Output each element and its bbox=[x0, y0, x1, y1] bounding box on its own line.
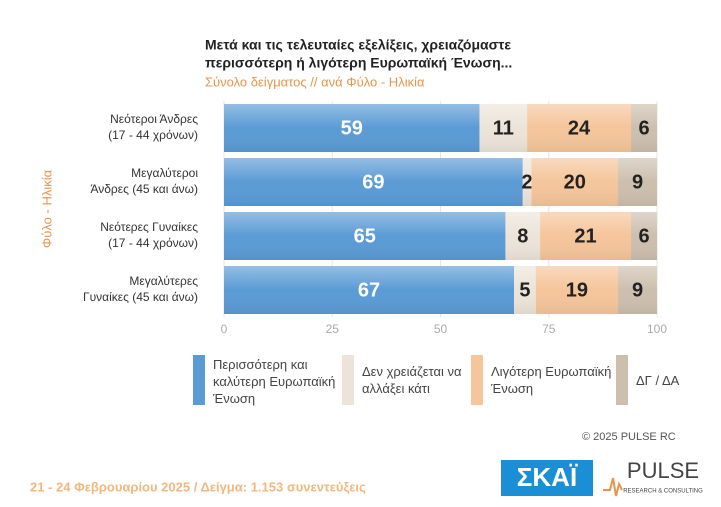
y-tick-label: (17 - 44 χρόνων) bbox=[108, 128, 198, 142]
value-label: 69 bbox=[362, 171, 384, 193]
x-tick-label: 0 bbox=[221, 322, 228, 336]
bar-shade bbox=[631, 212, 657, 260]
pulse-logo-sub: RESEARCH & CONSULTING bbox=[623, 489, 703, 495]
value-label: 24 bbox=[568, 117, 591, 139]
legend-swatch bbox=[616, 355, 628, 405]
bar-shade bbox=[514, 266, 536, 314]
value-label: 9 bbox=[632, 279, 643, 301]
footer: 21 - 24 Φεβρουαρίου 2025 / Δείγμα: 1.153… bbox=[30, 479, 366, 494]
bar-shade bbox=[618, 266, 657, 314]
pulse-logo: PULSE bbox=[627, 458, 699, 483]
bar-shade bbox=[540, 212, 632, 260]
y-tick-label: Νεότερες Γυναίκες bbox=[100, 220, 198, 234]
x-tick-label: 25 bbox=[326, 322, 340, 336]
chart-subtitle: Σύνολο δείγματος // ανά Φύλο - Ηλικία bbox=[205, 74, 425, 89]
x-tick-label: 100 bbox=[647, 322, 667, 336]
value-label: 21 bbox=[574, 225, 596, 247]
value-label: 2 bbox=[522, 171, 533, 193]
pulse-logo-mark bbox=[603, 477, 623, 497]
bar-shade bbox=[531, 158, 619, 206]
bar-shade bbox=[224, 104, 480, 152]
bar-shade bbox=[631, 104, 657, 152]
x-tick-label: 75 bbox=[542, 322, 556, 336]
y-tick-label: Νεότεροι Άνδρες bbox=[110, 112, 198, 126]
value-label: 65 bbox=[354, 225, 376, 247]
value-label: 19 bbox=[566, 279, 588, 301]
bar-shade bbox=[535, 266, 619, 314]
bar-shade bbox=[618, 158, 657, 206]
y-tick-label: Γυναίκες (45 και άνω) bbox=[83, 290, 198, 304]
skai-logo-bg bbox=[501, 460, 593, 496]
legend-label: Δεν χρειάζεται να αλλάξει κάτι bbox=[362, 364, 462, 396]
y-tick-label: (17 - 44 χρόνων) bbox=[108, 236, 198, 250]
value-label: 9 bbox=[632, 171, 643, 193]
value-label: 20 bbox=[564, 171, 586, 193]
y-tick-label: Μεγαλύτεροι bbox=[131, 166, 198, 180]
bar-shade bbox=[505, 212, 541, 260]
chart-title: Μετά και τις τελευταίες εξελίξεις, χρεια… bbox=[205, 37, 511, 53]
legend-label: Λιγότερη Ευρωπαϊκή Ένωση bbox=[491, 364, 612, 396]
y-tick-label: Άνδρες (45 και άνω) bbox=[90, 182, 198, 196]
skai-logo: ΣΚΑΪ bbox=[517, 462, 578, 492]
legend-swatch bbox=[471, 355, 483, 405]
value-label: 67 bbox=[358, 279, 380, 301]
bar-shade bbox=[224, 212, 506, 260]
value-label: 6 bbox=[638, 225, 649, 247]
value-label: 59 bbox=[341, 117, 363, 139]
bar-shade bbox=[527, 104, 632, 152]
legend-swatch bbox=[193, 355, 205, 405]
bar-shade bbox=[224, 266, 515, 314]
bar-shade bbox=[522, 158, 532, 206]
value-label: 6 bbox=[638, 117, 649, 139]
y-axis-label: Φύλο - Ηλικία bbox=[39, 169, 54, 248]
value-label: 5 bbox=[519, 279, 530, 301]
value-label: 11 bbox=[493, 117, 514, 139]
legend-label: Περισσότερη και καλύτερη Ευρωπαϊκή Ένωση bbox=[213, 357, 336, 406]
value-label: 8 bbox=[517, 225, 528, 247]
x-tick-label: 50 bbox=[434, 322, 448, 336]
bar-shade bbox=[224, 158, 523, 206]
copyright: © 2025 PULSE RC bbox=[582, 431, 676, 443]
y-tick-label: Μεγαλύτερες bbox=[129, 274, 198, 288]
legend-label: ΔΓ / ΔΑ bbox=[636, 372, 680, 388]
bar-shade bbox=[479, 104, 528, 152]
legend-swatch bbox=[342, 355, 354, 405]
chart-title: περισσότερη ή λιγότερη Ευρωπαϊκή Ένωση..… bbox=[205, 55, 512, 71]
